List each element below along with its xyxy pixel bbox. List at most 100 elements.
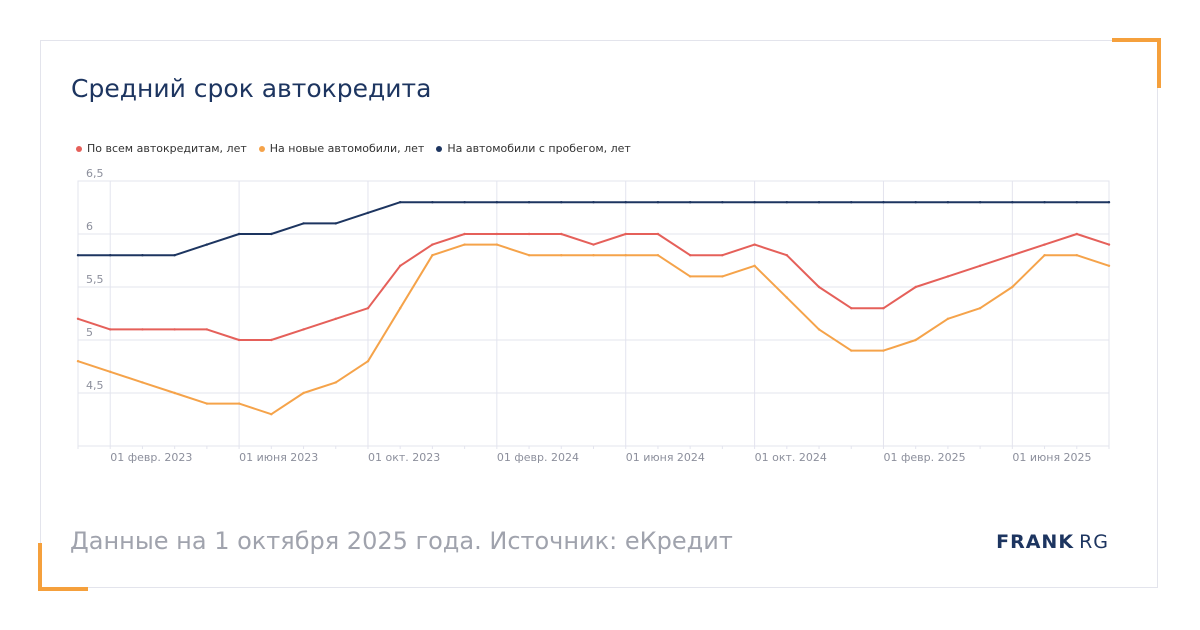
- data-point: [882, 201, 885, 204]
- data-point: [560, 254, 563, 257]
- data-point: [302, 328, 305, 331]
- data-point: [1075, 254, 1078, 257]
- data-point: [785, 201, 789, 204]
- data-point: [495, 232, 499, 236]
- data-point: [850, 307, 853, 310]
- data-point: [527, 201, 531, 204]
- data-point: [205, 402, 209, 405]
- legend-dot: [76, 145, 82, 152]
- data-point: [785, 254, 789, 257]
- data-point: [1011, 285, 1014, 289]
- data-point: [431, 243, 434, 246]
- data-point: [978, 307, 982, 310]
- chart-card: [40, 40, 1158, 588]
- x-tick-label: 01 июня 2023: [239, 451, 318, 464]
- data-point: [1075, 201, 1078, 204]
- data-point: [656, 201, 660, 204]
- data-point: [237, 232, 241, 236]
- x-tick-label: 01 окт. 2023: [368, 451, 440, 464]
- data-point: [463, 243, 466, 246]
- data-point: [753, 264, 756, 267]
- corner-accent-top-right: [1157, 38, 1161, 88]
- data-point: [1043, 201, 1046, 204]
- y-tick-label: 6: [86, 220, 93, 233]
- data-point: [398, 201, 402, 204]
- corner-accent-bottom-left: [38, 543, 42, 591]
- data-point: [463, 201, 466, 204]
- data-point: [205, 243, 209, 246]
- legend-dot: [258, 145, 265, 152]
- data-point: [527, 232, 531, 236]
- data-point: [76, 254, 80, 257]
- data-point: [914, 338, 917, 342]
- data-point: [109, 254, 112, 257]
- data-point: [302, 222, 305, 225]
- data-point: [1107, 243, 1111, 246]
- data-point: [141, 381, 144, 384]
- data-point: [495, 243, 499, 246]
- data-point: [431, 201, 434, 204]
- data-point: [978, 201, 982, 204]
- data-point: [978, 264, 982, 267]
- data-point: [688, 275, 692, 278]
- data-point: [688, 254, 692, 257]
- data-point: [334, 381, 337, 384]
- data-point: [173, 254, 176, 257]
- data-point: [76, 317, 80, 320]
- data-point: [109, 328, 112, 331]
- data-point: [656, 232, 660, 236]
- data-point: [560, 201, 563, 204]
- data-point: [817, 201, 821, 204]
- x-tick-label: 01 февр. 2025: [883, 451, 965, 464]
- data-point: [753, 201, 756, 204]
- data-point: [270, 413, 273, 416]
- data-point: [721, 254, 724, 257]
- data-point: [366, 307, 370, 310]
- data-point: [1107, 201, 1111, 204]
- x-tick-label: 01 июня 2025: [1012, 451, 1091, 464]
- y-tick-label: 5: [86, 326, 93, 339]
- data-point: [109, 370, 112, 373]
- y-tick-label: 6,5: [86, 167, 104, 180]
- data-point: [495, 201, 499, 204]
- brand-logo: FRANK RG: [996, 531, 1109, 553]
- data-point: [1075, 232, 1078, 236]
- data-point: [882, 349, 885, 352]
- data-point: [914, 285, 917, 289]
- data-point: [721, 201, 724, 204]
- data-point: [334, 222, 337, 225]
- data-point: [1043, 243, 1046, 246]
- data-point: [237, 402, 241, 405]
- corner-accent-top-right: [1112, 38, 1161, 42]
- data-point: [785, 296, 789, 299]
- data-point: [592, 201, 595, 204]
- data-point: [270, 232, 273, 236]
- legend-label: На новые автомобили, лет: [269, 142, 425, 155]
- x-tick-label: 01 февр. 2024: [497, 451, 579, 464]
- x-tick-label: 01 февр. 2023: [110, 451, 192, 464]
- series-line: [77, 243, 1110, 416]
- data-point: [688, 201, 692, 204]
- data-point: [624, 232, 627, 236]
- data-point: [366, 360, 370, 363]
- y-tick-label: 5,5: [86, 273, 104, 286]
- legend-dot: [436, 145, 443, 152]
- data-point: [398, 264, 402, 267]
- data-point: [463, 232, 466, 236]
- data-point: [334, 317, 337, 320]
- data-point: [141, 328, 144, 331]
- data-point: [173, 391, 176, 395]
- data-point: [753, 243, 756, 246]
- legend-label: По всем автокредитам, лет: [87, 142, 247, 155]
- data-point: [302, 391, 305, 395]
- legend-item: На новые автомобили, лет: [258, 142, 425, 155]
- source-note: Данные на 1 октября 2025 года. Источник:…: [70, 527, 733, 555]
- data-point: [624, 201, 627, 204]
- data-point: [850, 349, 853, 352]
- data-point: [141, 254, 144, 257]
- corner-accent-bottom-left: [38, 587, 88, 591]
- chart-legend: По всем автокредитам, лет На новые автом…: [76, 142, 631, 155]
- series-line: [77, 201, 1110, 257]
- data-point: [946, 201, 950, 204]
